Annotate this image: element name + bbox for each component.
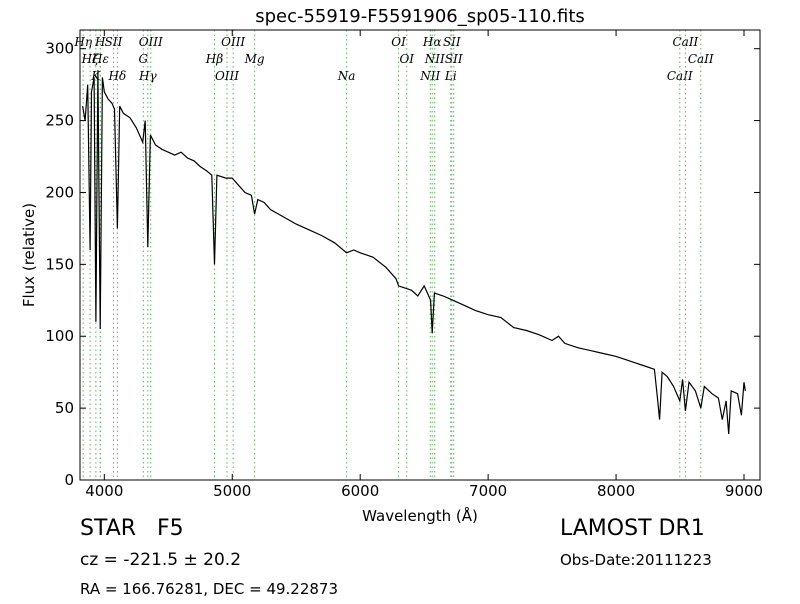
line-label: Na <box>337 69 356 83</box>
x-tick-label: 7000 <box>469 482 507 500</box>
line-label: Hα <box>422 35 442 49</box>
survey: LAMOST DR1 <box>560 516 705 541</box>
y-axis-label: Flux (relative) <box>20 203 38 307</box>
line-label: OI <box>399 52 414 66</box>
line-label: Hε <box>91 52 109 66</box>
plot-frame <box>79 29 761 481</box>
line-label: SII <box>105 35 123 49</box>
y-tick-label: 100 <box>45 327 74 345</box>
line-label: Mg <box>244 52 265 66</box>
line-label: NII <box>424 52 445 66</box>
line-label: OI <box>391 35 406 49</box>
x-tick-label: 6000 <box>341 482 379 500</box>
line-label: CaII <box>688 52 714 66</box>
line-label: SII <box>443 35 461 49</box>
line-label: SII <box>445 52 463 66</box>
line-label: Hβ <box>205 52 223 66</box>
y-tick-label: 50 <box>55 399 74 417</box>
chart-title: spec-55919-F5591906_sp05-110.fits <box>255 6 585 27</box>
y-tick-label: 300 <box>45 40 74 58</box>
line-label: Hγ <box>138 69 157 83</box>
line-label: Hδ <box>108 69 127 83</box>
line-label: Hη <box>73 35 92 49</box>
x-tick-label: 4000 <box>85 482 123 500</box>
line-label: H <box>94 35 106 49</box>
line-label: OIII <box>215 69 239 83</box>
spectrum-line <box>82 70 746 435</box>
line-label: NII <box>419 69 440 83</box>
line-label: G <box>139 52 149 66</box>
line-label: OIII <box>139 35 163 49</box>
y-tick-label: 200 <box>45 183 74 201</box>
y-tick-label: 0 <box>64 471 74 489</box>
line-label: Li <box>444 69 457 83</box>
line-label: OIII <box>221 35 245 49</box>
x-tick-label: 9000 <box>725 482 763 500</box>
line-label: CaII <box>667 69 693 83</box>
line-label: Hζ <box>81 52 100 66</box>
object-class: STAR F5 <box>80 516 184 541</box>
coordinates: RA = 166.76281, DEC = 49.22873 <box>80 580 338 598</box>
x-tick-label: 5000 <box>213 482 251 500</box>
y-tick-label: 250 <box>45 112 74 130</box>
line-label: K <box>90 69 101 83</box>
redshift: cz = -221.5 ± 20.2 <box>80 550 241 570</box>
y-tick-label: 150 <box>45 255 74 273</box>
x-axis-label: Wavelength (Å) <box>362 506 478 525</box>
line-label: CaII <box>672 35 698 49</box>
obs-date: Obs-Date:20111223 <box>560 551 712 569</box>
x-tick-label: 8000 <box>597 482 635 500</box>
